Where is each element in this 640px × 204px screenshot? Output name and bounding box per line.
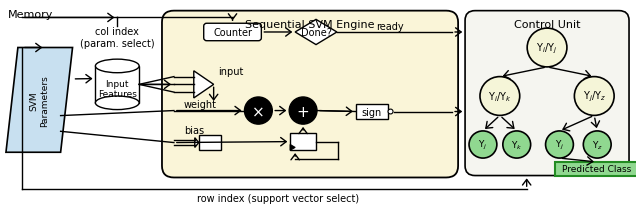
Text: Done?: Done? bbox=[301, 28, 332, 38]
Text: SVM
Parameters: SVM Parameters bbox=[29, 75, 49, 126]
Circle shape bbox=[545, 131, 573, 158]
Text: row index (support vector select): row index (support vector select) bbox=[197, 193, 359, 203]
FancyBboxPatch shape bbox=[204, 24, 261, 41]
Circle shape bbox=[574, 77, 614, 116]
Text: ×: × bbox=[252, 104, 265, 119]
Circle shape bbox=[289, 98, 317, 124]
Text: Sequential SVM Engine: Sequential SVM Engine bbox=[245, 20, 375, 30]
Bar bbox=[199, 135, 221, 151]
Circle shape bbox=[388, 110, 393, 114]
Text: Input
Features: Input Features bbox=[98, 79, 137, 99]
Text: Y$_i$/Y$_j$: Y$_i$/Y$_j$ bbox=[536, 41, 558, 55]
Circle shape bbox=[469, 131, 497, 158]
Text: col index
(param. select): col index (param. select) bbox=[80, 27, 155, 49]
Text: input: input bbox=[219, 67, 244, 76]
Text: weight: weight bbox=[184, 99, 217, 109]
FancyBboxPatch shape bbox=[162, 12, 458, 178]
Text: Control Unit: Control Unit bbox=[514, 20, 580, 30]
Text: Y$_i$/Y$_k$: Y$_i$/Y$_k$ bbox=[488, 90, 512, 103]
Text: Y$_j$/Y$_z$: Y$_j$/Y$_z$ bbox=[582, 89, 606, 104]
Text: Memory: Memory bbox=[8, 10, 53, 20]
Bar bbox=[290, 133, 316, 151]
Text: sign: sign bbox=[362, 107, 382, 117]
Text: bias: bias bbox=[184, 125, 204, 135]
Text: +: + bbox=[297, 104, 310, 119]
Text: Y$_j$: Y$_j$ bbox=[555, 138, 564, 151]
FancyBboxPatch shape bbox=[465, 12, 629, 176]
Text: Y$_j$: Y$_j$ bbox=[478, 138, 488, 151]
Polygon shape bbox=[295, 20, 337, 45]
Text: Counter: Counter bbox=[213, 28, 252, 38]
Bar bbox=[356, 104, 388, 120]
Circle shape bbox=[527, 29, 567, 68]
Circle shape bbox=[480, 77, 520, 116]
Bar bbox=[554, 162, 639, 176]
Circle shape bbox=[503, 131, 531, 158]
Text: Predicted Class: Predicted Class bbox=[562, 164, 632, 173]
Text: ready: ready bbox=[376, 22, 403, 32]
Ellipse shape bbox=[95, 60, 139, 73]
Text: Y$_z$: Y$_z$ bbox=[591, 139, 603, 151]
Polygon shape bbox=[6, 48, 72, 153]
Text: Y$_k$: Y$_k$ bbox=[511, 139, 522, 151]
Circle shape bbox=[244, 98, 272, 124]
Circle shape bbox=[583, 131, 611, 158]
Ellipse shape bbox=[95, 96, 139, 110]
Polygon shape bbox=[195, 138, 199, 148]
Polygon shape bbox=[290, 145, 295, 151]
Polygon shape bbox=[194, 71, 214, 99]
Bar bbox=[95, 67, 139, 103]
